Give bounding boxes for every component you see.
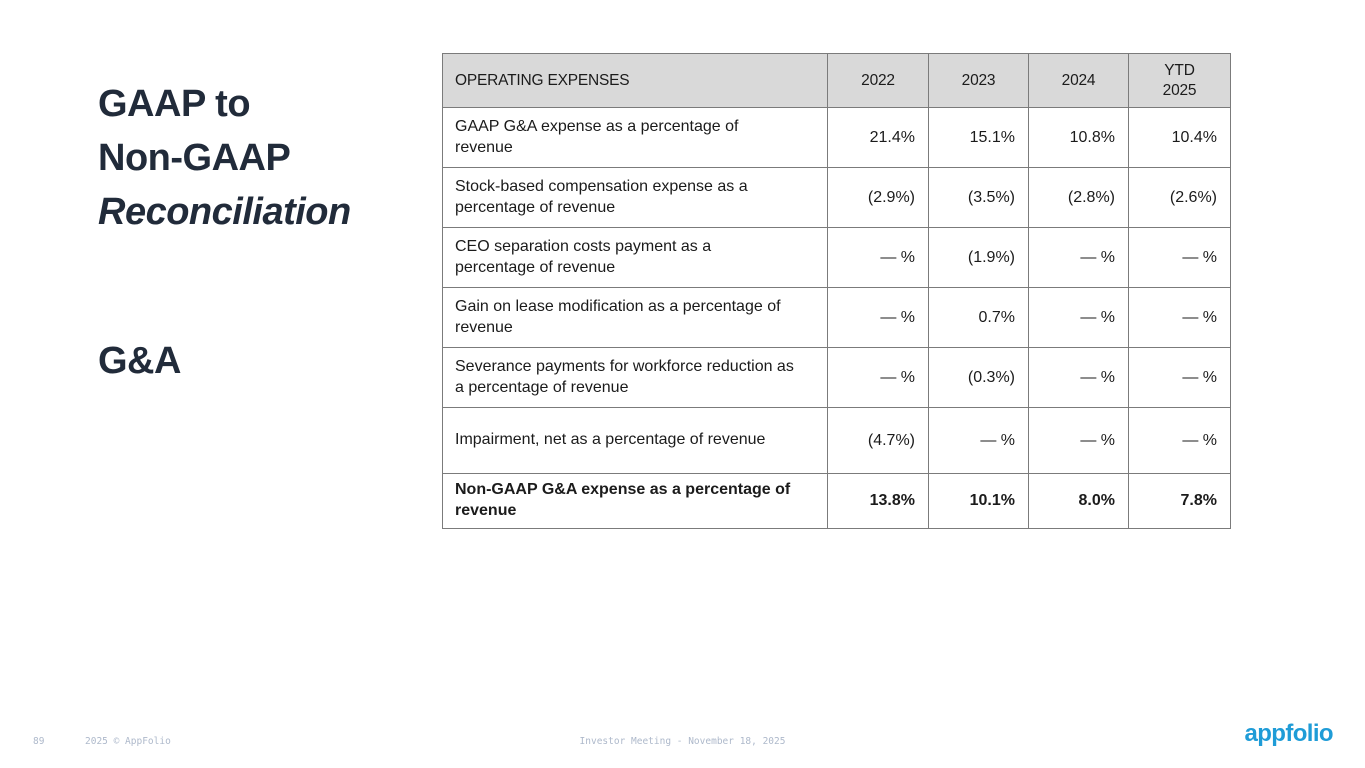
value-cell: — % [827,227,929,288]
row-label-cell: GAAP G&A expense as a percentage of reve… [442,107,828,168]
table-row: Non-GAAP G&A expense as a percentage of … [442,473,1231,529]
row-label-cell: Severance payments for workforce reducti… [442,347,828,408]
row-label: GAAP G&A expense as a percentage of reve… [455,117,739,156]
table-row: GAAP G&A expense as a percentage of reve… [442,107,1231,168]
slide-subtitle: G&A [98,340,181,382]
page-number: 89 [33,736,45,747]
row-label-cell: Non-GAAP G&A expense as a percentage of … [442,473,828,529]
value-cell: (1.9%) [928,227,1029,288]
value-cell: 10.4% [1128,107,1231,168]
row-label: Impairment, net as a percentage of reven… [455,431,766,449]
value-cell: — % [1128,227,1231,288]
table-row: Impairment, net as a percentage of reven… [442,407,1231,474]
value-cell: — % [1028,287,1129,348]
value-cell: 21.4% [827,107,929,168]
appfolio-logo: appfolio [1244,720,1333,747]
row-label-cell: CEO separation costs payment as a percen… [442,227,828,288]
row-label: Stock-based compensation expense as a pe… [455,177,748,216]
table-row: Stock-based compensation expense as a pe… [442,167,1231,228]
table-header-row: OPERATING EXPENSES 2022 2023 2024 YTD 20… [442,53,1231,108]
table-row: Gain on lease modification as a percenta… [442,287,1231,348]
title-line-2: Non-GAAP [98,137,291,179]
value-cell: 15.1% [928,107,1029,168]
value-cell: 0.7% [928,287,1029,348]
value-cell: — % [827,347,929,408]
row-label: CEO separation costs payment as a percen… [455,237,712,276]
row-label: Gain on lease modification as a percenta… [455,297,781,336]
header-2022: 2022 [827,53,929,108]
value-cell: 8.0% [1028,473,1129,529]
title-line-1: GAAP to [98,83,251,125]
value-cell: (3.5%) [928,167,1029,228]
header-ytd-2025: YTD 2025 [1128,53,1231,108]
table-row: Severance payments for workforce reducti… [442,347,1231,408]
row-label-cell: Stock-based compensation expense as a pe… [442,167,828,228]
header-2024: 2024 [1028,53,1129,108]
row-label: Severance payments for workforce reducti… [455,357,794,396]
footer-center-text: Investor Meeting - November 18, 2025 [579,736,786,747]
value-cell: — % [1028,227,1129,288]
value-cell: — % [1028,347,1129,408]
row-label-cell: Impairment, net as a percentage of reven… [442,407,828,474]
copyright-text: 2025 © AppFolio [85,736,171,747]
header-operating-expenses: OPERATING EXPENSES [442,53,828,108]
row-label-cell: Gain on lease modification as a percenta… [442,287,828,348]
value-cell: 13.8% [827,473,929,529]
value-cell: 10.8% [1028,107,1129,168]
value-cell: — % [1028,407,1129,474]
value-cell: — % [827,287,929,348]
gaap-reconciliation-table: OPERATING EXPENSES 2022 2023 2024 YTD 20… [442,53,1231,529]
value-cell: (2.6%) [1128,167,1231,228]
value-cell: (0.3%) [928,347,1029,408]
slide-title: GAAP to Non-GAAP Reconciliation [98,77,351,239]
value-cell: (2.9%) [827,167,929,228]
value-cell: — % [1128,347,1231,408]
value-cell: 10.1% [928,473,1029,529]
value-cell: (2.8%) [1028,167,1129,228]
table-row: CEO separation costs payment as a percen… [442,227,1231,288]
title-line-3: Reconciliation [98,191,351,233]
value-cell: — % [1128,407,1231,474]
value-cell: 7.8% [1128,473,1231,529]
value-cell: — % [928,407,1029,474]
value-cell: (4.7%) [827,407,929,474]
value-cell: — % [1128,287,1231,348]
row-label: Non-GAAP G&A expense as a percentage of … [455,481,791,519]
slide-footer: 89 2025 © AppFolio Investor Meeting - No… [0,718,1365,768]
header-2023: 2023 [928,53,1029,108]
